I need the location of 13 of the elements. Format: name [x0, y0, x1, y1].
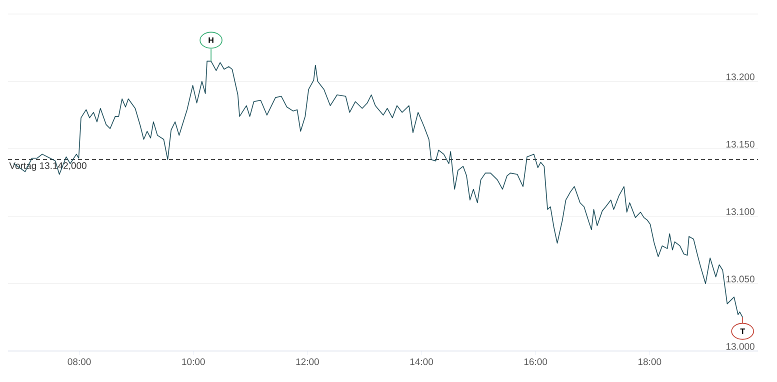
y-tick-label: 13.000 [726, 343, 754, 350]
y-tick-label: 13.200 [726, 73, 754, 80]
x-tick-label: 18:00 [638, 358, 662, 366]
y-tick-label: 13.100 [726, 208, 754, 216]
y-tick-label: 13.150 [726, 140, 754, 148]
x-tick-label: 10:00 [182, 358, 205, 366]
annotation: T [740, 328, 745, 334]
x-tick-label: 16:00 [524, 358, 548, 366]
x-tick-label: 08:00 [68, 358, 91, 366]
y-tick-label: 13.050 [726, 276, 754, 282]
x-tick-label: 12:00 [296, 358, 319, 366]
annotation: H [208, 37, 214, 43]
x-tick-label: 14:00 [410, 358, 434, 366]
